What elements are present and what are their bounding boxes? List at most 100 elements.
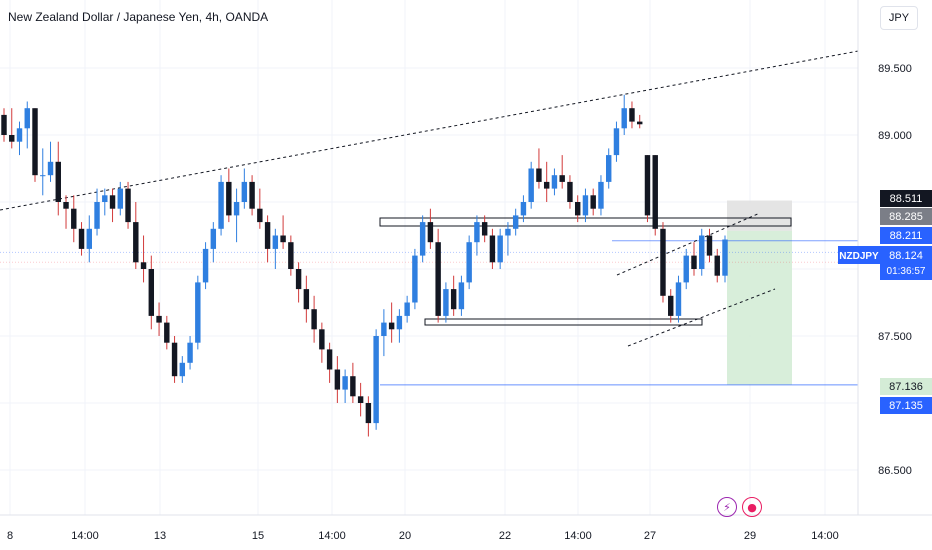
time-tick-label: 20 <box>399 530 411 542</box>
candle-body <box>722 239 728 276</box>
price-tag <box>880 397 932 414</box>
record-icon[interactable]: ● <box>742 497 762 517</box>
candle-body <box>32 108 38 176</box>
candle-body <box>621 108 627 129</box>
symbol-tag <box>838 246 880 264</box>
candle-body <box>334 369 341 390</box>
candle-body <box>47 161 54 176</box>
candle-body <box>683 255 689 283</box>
currency-selector[interactable]: JPY <box>880 6 918 30</box>
price-tag-label: 87.136 <box>889 381 923 393</box>
candle-body <box>551 175 558 189</box>
price-tick-label: 86.500 <box>878 465 912 477</box>
candle-body <box>94 202 100 229</box>
time-tick-label: 29 <box>744 530 756 542</box>
candle-body <box>458 282 465 310</box>
candle-body <box>148 269 155 316</box>
candle-body <box>264 222 271 249</box>
candle-body <box>140 262 147 269</box>
candle-body <box>582 195 589 216</box>
candle-body <box>388 322 395 330</box>
candle-body <box>466 242 472 283</box>
price-tag-label: 88.285 <box>889 211 923 223</box>
candle-body <box>497 235 503 263</box>
candle-body <box>373 336 379 424</box>
price-tag <box>880 227 932 244</box>
symbol-label: NZDJPY <box>839 251 879 262</box>
candle-body <box>598 181 604 209</box>
candle-body <box>668 295 674 316</box>
countdown-label: 01:36:57 <box>887 266 926 277</box>
candle-body <box>644 155 651 216</box>
price-labels: 88.511 88.285 88.211 NZDJPY 88.124 01:36:57 87… <box>838 190 932 414</box>
candle-body <box>404 302 410 316</box>
candle-body <box>528 168 534 202</box>
support-box <box>424 318 703 326</box>
candle-body <box>109 195 116 209</box>
candle-body <box>474 222 480 243</box>
channel-top-line <box>616 212 761 276</box>
price-tag-label: 87.135 <box>889 400 923 412</box>
price-tag <box>880 378 932 395</box>
upper-trendline <box>0 46 881 211</box>
candle-body <box>543 181 550 189</box>
candle-body <box>427 222 434 243</box>
candle-body <box>226 181 232 216</box>
channel-bottom-line <box>627 288 776 347</box>
price-tag <box>880 190 932 207</box>
price-tick-label: 89.000 <box>878 130 912 142</box>
candle-body <box>505 228 511 236</box>
time-tick-label: 15 <box>252 530 264 542</box>
price-tick-label: 87.500 <box>878 331 912 343</box>
candle-body <box>179 362 186 377</box>
current-price-label: 88.124 <box>889 250 923 262</box>
candle-body <box>9 135 15 142</box>
candle-body <box>16 128 23 142</box>
candle-body <box>117 188 124 209</box>
candle-body <box>706 235 713 256</box>
trend-lines <box>0 46 881 347</box>
candle-body <box>156 315 162 323</box>
candle-body <box>567 181 573 202</box>
candle-body <box>637 121 643 125</box>
candle-body <box>249 181 255 209</box>
lightning-icon[interactable]: ⚡ <box>717 497 737 517</box>
price-tag-label: 88.511 <box>890 193 923 205</box>
candle-body <box>699 235 705 269</box>
candle-body <box>481 222 488 236</box>
candle-body <box>187 342 193 363</box>
candle-body <box>691 255 697 269</box>
position-zones <box>727 200 792 385</box>
target-zone <box>727 230 792 385</box>
candle-body <box>419 222 426 256</box>
candle-body <box>714 255 720 276</box>
candle-body <box>164 322 170 343</box>
candle-body <box>202 248 209 283</box>
candle-body <box>660 228 666 296</box>
candle-body <box>412 255 418 303</box>
candle-body <box>233 202 240 216</box>
candle-body <box>86 228 92 249</box>
candle-body <box>365 403 372 424</box>
time-tick-label: 13 <box>154 530 166 542</box>
candle-body <box>319 329 325 350</box>
time-tick-label: 22 <box>499 530 511 542</box>
candle-body <box>125 188 131 223</box>
candle-body <box>24 108 30 129</box>
time-tick-label: 14:00 <box>318 530 346 542</box>
candle-body <box>489 235 496 263</box>
candle-body <box>63 202 69 209</box>
chart-title: New Zealand Dollar / Japanese Yen, 4h, O… <box>8 10 269 24</box>
time-axis[interactable]: 8 14:00 13 15 14:00 20 22 14:00 27 29 14:00 <box>0 514 932 542</box>
current-price-tag <box>880 246 932 280</box>
candle-body <box>288 242 294 269</box>
candle-body <box>40 175 46 177</box>
candle-body <box>613 128 620 156</box>
candle-body <box>1 114 7 135</box>
price-tick-label: 89.500 <box>878 63 912 75</box>
candle-body <box>71 208 77 229</box>
candle-body <box>381 322 387 336</box>
price-tag-label: 88.211 <box>890 230 923 242</box>
candle-body <box>675 282 682 316</box>
